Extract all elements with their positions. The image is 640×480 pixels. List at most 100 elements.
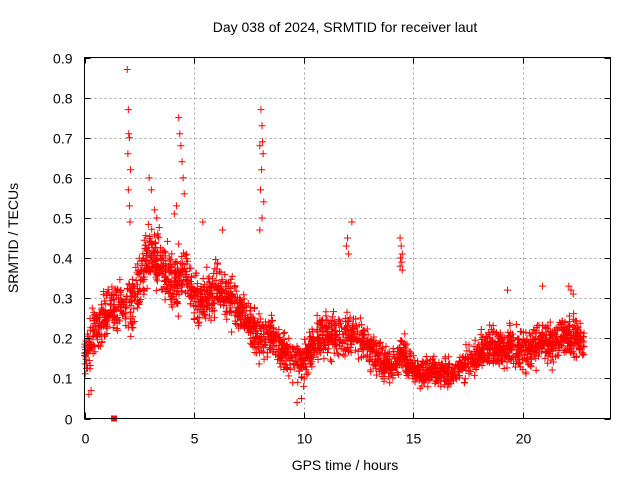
data-point <box>346 335 354 343</box>
y-tick-label: 0.7 <box>53 131 73 147</box>
data-point <box>267 317 275 325</box>
data-point <box>90 328 98 336</box>
data-point <box>394 345 402 353</box>
data-point <box>517 328 525 336</box>
data-point <box>540 331 548 339</box>
data-point <box>418 382 426 390</box>
data-point <box>125 130 133 138</box>
data-point <box>309 348 317 356</box>
data-point <box>93 311 101 319</box>
data-point <box>530 326 538 334</box>
data-point <box>211 299 219 307</box>
data-point <box>532 354 540 362</box>
data-point <box>397 242 405 250</box>
data-point <box>483 341 491 349</box>
x-tick-labels: 0 5 10 15 20 <box>82 431 532 447</box>
data-point <box>184 287 192 295</box>
data-point <box>495 331 503 339</box>
data-point <box>217 268 225 276</box>
data-point <box>140 254 148 262</box>
data-point <box>546 318 554 326</box>
data-point <box>360 345 368 353</box>
data-point <box>154 261 162 269</box>
data-point <box>506 333 514 341</box>
data-point <box>580 350 588 358</box>
data-point <box>91 311 99 319</box>
data-point <box>313 326 321 334</box>
data-point <box>95 330 103 338</box>
data-point <box>152 287 160 295</box>
data-point <box>515 359 523 367</box>
data-point <box>192 269 200 277</box>
data-point <box>131 289 139 297</box>
data-point <box>296 354 304 362</box>
data-point <box>319 327 327 335</box>
chart-title: Day 038 of 2024, SRMTID for receiver lau… <box>213 19 478 35</box>
data-point <box>510 360 518 368</box>
data-point <box>335 327 343 335</box>
data-point <box>148 240 156 248</box>
data-point <box>282 352 290 360</box>
data-point <box>111 315 119 323</box>
data-point <box>210 269 218 277</box>
data-point <box>177 142 185 150</box>
data-point <box>531 335 539 343</box>
data-point <box>109 290 117 298</box>
data-point <box>117 295 125 303</box>
data-point <box>208 275 216 283</box>
data-point <box>166 268 174 276</box>
data-point <box>198 296 206 304</box>
data-point <box>246 307 254 315</box>
data-point <box>152 243 160 251</box>
data-point <box>553 337 561 345</box>
data-point <box>209 295 217 303</box>
data-point <box>174 264 182 272</box>
data-point <box>211 265 219 273</box>
data-point <box>455 361 463 369</box>
data-point <box>110 311 118 319</box>
data-point <box>342 242 350 250</box>
data-point <box>190 315 198 323</box>
data-point <box>313 311 321 319</box>
data-point <box>266 339 274 347</box>
data-point <box>429 362 437 370</box>
data-point <box>366 355 374 363</box>
data-point <box>341 352 349 360</box>
data-point <box>199 218 207 226</box>
data-point <box>523 346 531 354</box>
data-point <box>544 352 552 360</box>
data-point <box>567 345 575 353</box>
data-point <box>266 345 274 353</box>
data-point <box>526 361 534 369</box>
data-point <box>175 240 183 248</box>
data-point <box>285 372 293 380</box>
data-point <box>300 352 308 360</box>
data-point <box>177 271 185 279</box>
data-point <box>391 361 399 369</box>
data-point <box>170 210 178 218</box>
data-point <box>390 348 398 356</box>
data-point <box>203 299 211 307</box>
data-point <box>116 276 124 284</box>
data-point <box>201 291 209 299</box>
data-point <box>221 271 229 279</box>
data-point <box>362 341 370 349</box>
data-point <box>161 252 169 260</box>
data-point <box>514 335 522 343</box>
data-point <box>154 249 162 257</box>
data-point <box>526 332 534 340</box>
data-point <box>268 330 276 338</box>
data-point <box>223 279 231 287</box>
data-point <box>465 347 473 355</box>
data-point <box>374 355 382 363</box>
data-point <box>89 349 97 357</box>
data-point <box>504 328 512 336</box>
data-point <box>154 232 162 240</box>
data-point <box>259 150 267 158</box>
data-point <box>334 333 342 341</box>
data-point <box>519 343 527 351</box>
data-point <box>195 313 203 321</box>
data-point <box>163 280 171 288</box>
data-point <box>228 292 236 300</box>
data-point <box>351 346 359 354</box>
